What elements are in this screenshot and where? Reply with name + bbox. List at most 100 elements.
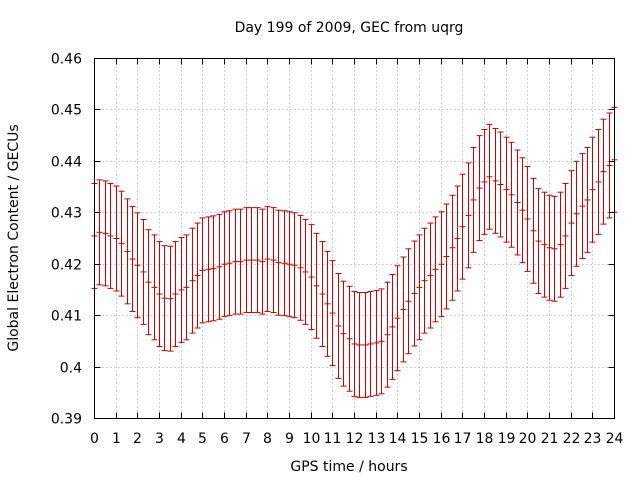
error-bar bbox=[221, 211, 228, 318]
error-bar bbox=[524, 166, 531, 272]
x-tick-label: 14 bbox=[389, 431, 407, 447]
error-bar bbox=[226, 210, 233, 317]
error-bar bbox=[178, 236, 185, 343]
error-bar bbox=[237, 208, 244, 315]
x-tick-label: 0 bbox=[90, 431, 99, 447]
error-bar bbox=[351, 290, 358, 397]
error-bar bbox=[584, 146, 591, 253]
error-bar bbox=[400, 256, 407, 363]
x-tick-label: 10 bbox=[303, 431, 321, 447]
error-bar bbox=[362, 292, 369, 398]
error-bar bbox=[579, 153, 586, 260]
error-bar bbox=[470, 146, 477, 253]
error-bar bbox=[183, 234, 190, 341]
x-tick-label: 19 bbox=[498, 431, 516, 447]
error-bar bbox=[476, 135, 483, 242]
error-bar bbox=[384, 281, 391, 388]
error-bar bbox=[145, 229, 152, 336]
error-bar bbox=[411, 240, 418, 347]
error-bar bbox=[389, 274, 396, 380]
x-tick-label: 15 bbox=[411, 431, 429, 447]
error-bar bbox=[557, 191, 564, 298]
x-tick-label: 4 bbox=[177, 431, 186, 447]
error-bar bbox=[151, 234, 158, 341]
error-bar bbox=[194, 222, 201, 329]
error-bar bbox=[129, 206, 136, 313]
error-bar bbox=[216, 213, 223, 320]
x-tick-label: 12 bbox=[346, 431, 364, 447]
x-tick-label: 24 bbox=[606, 431, 624, 447]
error-bar bbox=[319, 241, 326, 347]
error-bar bbox=[443, 203, 450, 310]
error-bar bbox=[589, 136, 596, 243]
error-bar bbox=[454, 185, 461, 292]
error-bar bbox=[449, 194, 456, 301]
error-bar bbox=[438, 211, 445, 318]
error-bar bbox=[124, 198, 131, 305]
error-bar bbox=[248, 207, 255, 314]
x-tick-label: 23 bbox=[584, 431, 602, 447]
error-bar bbox=[508, 141, 515, 248]
x-tick-label: 16 bbox=[433, 431, 451, 447]
error-bar bbox=[432, 216, 439, 323]
error-bar bbox=[297, 214, 304, 321]
y-tick-label: 0.41 bbox=[51, 309, 82, 325]
x-tick-label: 9 bbox=[285, 431, 294, 447]
error-bar bbox=[486, 123, 493, 230]
y-tick-label: 0.43 bbox=[51, 206, 82, 222]
error-bar bbox=[551, 195, 558, 302]
x-tick-label: 17 bbox=[454, 431, 472, 447]
x-tick-label: 7 bbox=[242, 431, 251, 447]
x-tick-label: 11 bbox=[324, 431, 342, 447]
error-bar bbox=[340, 280, 347, 387]
error-bar bbox=[427, 222, 434, 329]
x-tick-label: 5 bbox=[198, 431, 207, 447]
error-bar bbox=[254, 207, 261, 314]
error-bar bbox=[562, 182, 569, 289]
error-bar bbox=[541, 191, 548, 298]
chart-title: Day 199 of 2009, GEC from uqrg bbox=[235, 20, 464, 36]
error-bar bbox=[189, 227, 196, 334]
error-bar bbox=[264, 206, 271, 313]
error-bar bbox=[356, 292, 363, 398]
error-bar bbox=[373, 289, 380, 396]
y-tick-label: 0.44 bbox=[51, 155, 82, 171]
error-bar bbox=[210, 215, 217, 322]
error-bar bbox=[199, 217, 206, 324]
error-bar bbox=[329, 260, 336, 367]
axis-ticks bbox=[94, 58, 615, 419]
error-bar bbox=[281, 210, 288, 317]
error-bar bbox=[291, 212, 298, 319]
x-tick-label: 1 bbox=[112, 431, 121, 447]
error-bar bbox=[573, 160, 580, 267]
error-bar bbox=[595, 128, 602, 235]
error-bar bbox=[259, 208, 266, 315]
error-bar bbox=[96, 179, 103, 286]
x-tick-label: 8 bbox=[263, 431, 272, 447]
error-bar bbox=[394, 265, 401, 372]
error-bar bbox=[481, 128, 488, 235]
error-bar bbox=[335, 272, 342, 379]
error-bar bbox=[205, 216, 212, 323]
x-axis-label: GPS time / hours bbox=[290, 459, 407, 475]
y-axis-label: Global Electron Content / GECUs bbox=[6, 124, 22, 351]
error-bar bbox=[405, 248, 412, 355]
error-bar bbox=[156, 241, 163, 347]
error-bar bbox=[416, 234, 423, 341]
error-bar bbox=[172, 241, 179, 347]
y-tick-labels: 0.39 0.4 0.41 0.42 0.43 0.44 0.45 0.46 bbox=[51, 52, 82, 428]
error-bar bbox=[367, 290, 374, 397]
y-tick-label: 0.46 bbox=[51, 52, 82, 68]
error-bar bbox=[270, 207, 277, 314]
error-bar bbox=[286, 211, 293, 318]
y-tick-label: 0.42 bbox=[51, 258, 82, 274]
x-tick-label: 3 bbox=[155, 431, 164, 447]
error-bar bbox=[600, 118, 607, 225]
x-tick-label: 6 bbox=[220, 431, 229, 447]
y-tick-label: 0.39 bbox=[51, 412, 82, 428]
error-bar bbox=[421, 227, 428, 334]
error-bar bbox=[113, 185, 120, 292]
error-bar bbox=[546, 194, 553, 301]
error-bar bbox=[465, 162, 472, 269]
